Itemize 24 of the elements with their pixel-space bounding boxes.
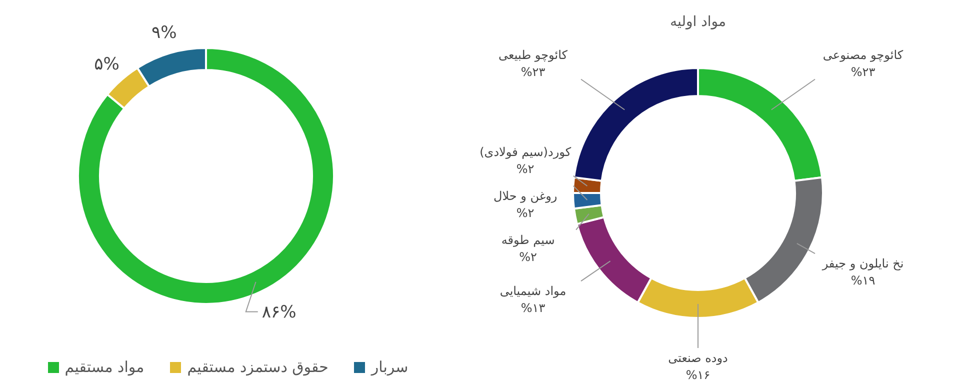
slice-label: کائوچو طبیعی bbox=[498, 48, 568, 62]
legend-label: مواد مستقیم bbox=[64, 358, 144, 376]
data-label: %۱۳ bbox=[520, 301, 546, 316]
slice-label: دوده صنعتی bbox=[668, 351, 728, 365]
donut-slice bbox=[77, 47, 335, 305]
legend-label: سربار bbox=[371, 358, 408, 376]
data-label: %۲۳ bbox=[520, 65, 546, 80]
slice-label: نخ نایلون و جیفر bbox=[821, 256, 904, 271]
data-label: ۵% bbox=[94, 54, 120, 74]
slice-label: کورد(سیم فولادی) bbox=[480, 144, 572, 159]
data-label: %۱۹ bbox=[850, 274, 876, 288]
data-label: ۹% bbox=[152, 22, 177, 43]
legend-label: حقوق دستمزد مستقیم bbox=[187, 358, 328, 376]
data-label: ۸۶% bbox=[262, 302, 296, 323]
chart-title: مواد اولیه bbox=[669, 14, 727, 30]
slice-label: سیم طوقه bbox=[501, 232, 555, 247]
slice-label: روغن و حلال bbox=[493, 188, 558, 203]
data-label: %۱۶ bbox=[686, 368, 710, 382]
data-label: %۲ bbox=[516, 162, 534, 176]
slice-label: کائوچو مصنوعی bbox=[822, 48, 904, 62]
data-label: %۲ bbox=[516, 206, 534, 220]
slice-label: مواد شیمیایی bbox=[500, 284, 566, 298]
data-label: %۲۳ bbox=[850, 65, 876, 80]
data-label: %۲ bbox=[519, 250, 537, 264]
